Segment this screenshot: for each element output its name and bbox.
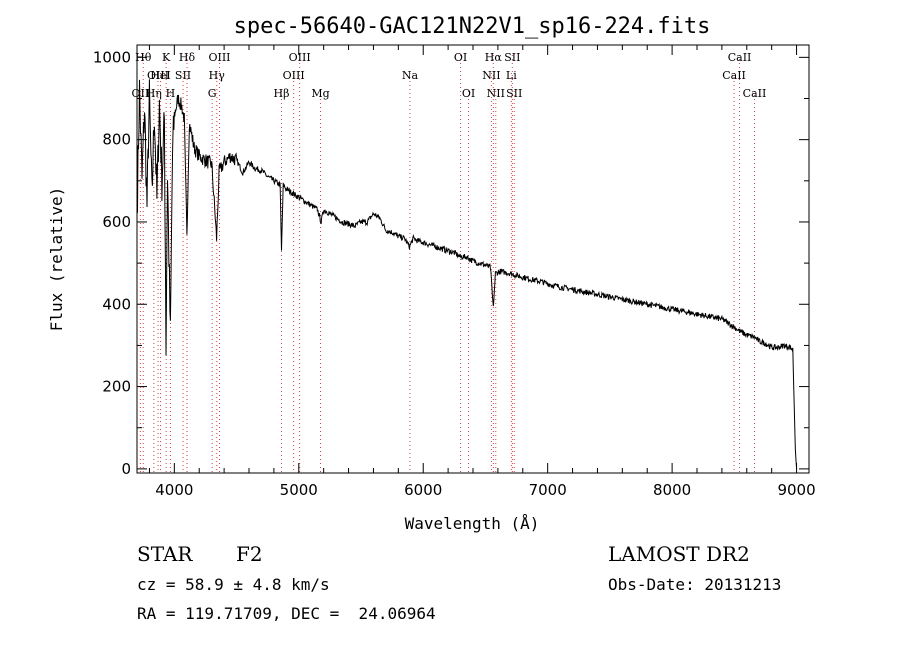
y-tick-label-800: 800 bbox=[102, 131, 131, 149]
survey-name: LAMOST DR2 bbox=[608, 542, 750, 566]
y-tick-label-1000: 1000 bbox=[93, 48, 131, 66]
y-tick-label-400: 400 bbox=[102, 295, 131, 313]
line-label-0: OII bbox=[132, 87, 150, 100]
line-label-13: OIII bbox=[283, 69, 305, 82]
line-label-12: Hβ bbox=[274, 87, 290, 100]
line-label-21: NII bbox=[487, 87, 505, 100]
line-label-7: H bbox=[166, 87, 176, 100]
line-label-10: Hγ bbox=[209, 69, 226, 82]
spectral-line-labels: OIIHθHηOIIIHeIKSIIHHδGHγOIIIHβOIIIOIIIMg… bbox=[132, 51, 767, 100]
line-label-25: CaII bbox=[722, 69, 746, 82]
coordinates-text: RA = 119.71709, DEC = 24.06964 bbox=[137, 604, 436, 623]
line-label-9: G bbox=[208, 87, 217, 100]
object-subclass: F2 bbox=[236, 542, 263, 566]
line-label-15: Mg bbox=[311, 87, 329, 100]
line-label-2: Hη bbox=[146, 87, 162, 100]
y-tick-label-0: 0 bbox=[121, 460, 131, 478]
line-label-8: Hδ bbox=[179, 51, 196, 64]
object-class: STAR bbox=[137, 542, 193, 566]
line-label-26: CaII bbox=[728, 51, 752, 64]
x-axis: 4000 5000 6000 7000 8000 9000 bbox=[148, 45, 816, 499]
line-label-6: SII bbox=[175, 69, 191, 82]
line-label-4: HeI bbox=[150, 69, 170, 82]
line-label-24: SII bbox=[506, 87, 522, 100]
y-tick-label-200: 200 bbox=[102, 378, 131, 396]
line-label-19: NII bbox=[482, 69, 500, 82]
y-tick-label-600: 600 bbox=[102, 213, 131, 231]
x-axis-label: Wavelength (Å) bbox=[405, 514, 540, 533]
x-tick-label-8000: 8000 bbox=[653, 481, 691, 499]
spectral-line-markers bbox=[139, 55, 755, 473]
x-tick-label-6000: 6000 bbox=[404, 481, 442, 499]
line-label-11: OIII bbox=[208, 51, 230, 64]
line-label-18: OI bbox=[462, 87, 475, 100]
line-label-5: K bbox=[162, 51, 171, 64]
line-label-23: SII bbox=[504, 51, 520, 64]
x-tick-label-9000: 9000 bbox=[777, 481, 815, 499]
x-tick-label-7000: 7000 bbox=[529, 481, 567, 499]
x-tick-label-4000: 4000 bbox=[155, 481, 193, 499]
y-axis-label: Flux (relative) bbox=[47, 187, 66, 332]
chart-title: spec-56640-GAC121N22V1_sp16-224.fits bbox=[234, 14, 711, 39]
y-axis: 0 200 400 600 800 1000 bbox=[93, 48, 809, 478]
spectrum-series-line bbox=[136, 79, 798, 469]
x-tick-label-5000: 5000 bbox=[280, 481, 318, 499]
line-label-3: OIII bbox=[147, 69, 169, 82]
line-label-27: CaII bbox=[743, 87, 767, 100]
redshift-text: cz = 58.9 ± 4.8 km/s bbox=[137, 575, 330, 594]
line-label-22: Li bbox=[506, 69, 517, 82]
line-label-20: Hα bbox=[485, 51, 503, 64]
line-label-16: Na bbox=[402, 69, 419, 82]
line-label-17: OI bbox=[454, 51, 467, 64]
obs-date-text: Obs-Date: 20131213 bbox=[608, 575, 782, 594]
line-label-14: OIII bbox=[289, 51, 311, 64]
